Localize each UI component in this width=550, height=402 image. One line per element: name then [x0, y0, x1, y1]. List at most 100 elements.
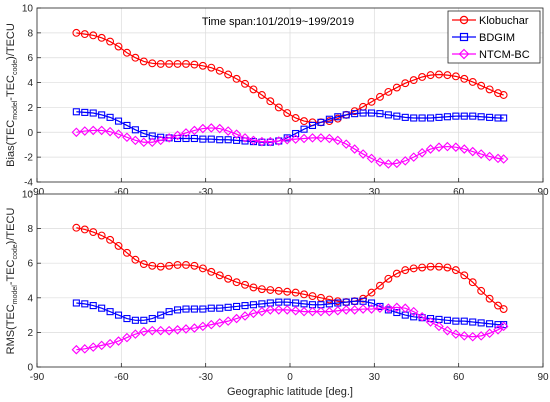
rms-x-tick-label: 90: [537, 372, 549, 383]
bias-point-klobuchar: [224, 70, 233, 79]
bias-point-bdgim: [300, 125, 308, 133]
bias-point-klobuchar: [485, 85, 494, 94]
rms-point-ntcm-bc: [122, 332, 132, 343]
rms-point-klobuchar: [266, 286, 275, 294]
rms-point-klobuchar: [325, 295, 334, 304]
bias-point-bdgim: [308, 121, 317, 129]
rms-point-klobuchar: [418, 263, 427, 272]
bias-point-bdgim: [452, 112, 460, 120]
bias-point-ntcm-bc: [122, 132, 132, 143]
bias-point-klobuchar: [477, 81, 486, 90]
bias-point-bdgim: [224, 136, 232, 144]
bias-point-klobuchar: [241, 79, 249, 88]
rms-point-ntcm-bc: [498, 321, 509, 332]
rms-point-bdgim: [393, 308, 401, 317]
rms-point-ntcm-bc: [96, 340, 107, 351]
rms-y-tick-label: 2: [27, 328, 33, 339]
bias-point-klobuchar: [499, 91, 508, 99]
rms-y-tick-label: 8: [27, 224, 33, 235]
bias-point-bdgim: [477, 113, 485, 121]
bias-point-klobuchar: [215, 66, 224, 75]
rms-point-klobuchar: [460, 271, 469, 280]
bias-x-tick-label: -90: [30, 187, 45, 198]
rms-point-bdgim: [477, 319, 485, 327]
rms-point-bdgim: [292, 299, 300, 307]
bias-point-klobuchar: [494, 89, 502, 98]
bias-point-ntcm-bc: [459, 144, 470, 154]
rms-point-klobuchar: [139, 260, 148, 269]
bias-point-ntcm-bc: [181, 128, 191, 138]
rms-x-tick-label: 60: [453, 372, 465, 383]
bias-point-ntcm-bc: [425, 144, 436, 154]
bias-point-ntcm-bc: [257, 136, 267, 147]
bias-point-ntcm-bc: [476, 149, 486, 159]
rms-point-klobuchar: [72, 223, 81, 232]
bias-point-ntcm-bc: [164, 133, 174, 143]
rms-point-klobuchar: [224, 274, 233, 283]
rms-point-bdgim: [300, 300, 308, 308]
bias-point-bdgim: [418, 114, 426, 122]
rms-point-ntcm-bc: [240, 311, 250, 321]
bias-y-tick-label: 6: [27, 53, 33, 64]
rms-point-ntcm-bc: [366, 304, 377, 314]
bias-point-klobuchar: [249, 85, 258, 94]
bias-point-ntcm-bc: [498, 154, 509, 164]
legend-entry-klobuchar: Klobuchar: [452, 15, 529, 27]
legend-entry-ntcm-bc: NTCM-BC: [452, 48, 530, 61]
bias-point-bdgim: [410, 114, 418, 122]
bias-point-bdgim: [148, 132, 156, 140]
rms-point-klobuchar: [232, 278, 241, 287]
bias-x-tick-label: -60: [114, 187, 129, 198]
bias-point-klobuchar: [114, 42, 123, 51]
bias-point-klobuchar: [80, 30, 89, 39]
rms-point-klobuchar: [190, 261, 199, 270]
bias-point-klobuchar: [207, 63, 216, 72]
rms-point-bdgim: [283, 298, 291, 306]
bias-point-klobuchar: [97, 33, 106, 42]
bias-point-bdgim: [486, 113, 494, 121]
bias-y-ticks: -4 -2 0 2 4 6 8 10: [22, 4, 41, 189]
time-span-annotation: Time span:101/2019~199/2019: [202, 16, 354, 28]
rms-point-bdgim: [342, 298, 350, 306]
rms-x-ticks: -90 -60 -30 0 30 60 90: [30, 363, 549, 383]
bias-point-klobuchar: [418, 73, 427, 81]
bias-point-ntcm-bc: [375, 157, 385, 167]
bias-point-bdgim: [98, 111, 106, 119]
rms-point-bdgim: [359, 297, 367, 305]
rms-point-ntcm-bc: [341, 305, 352, 315]
rms-point-ntcm-bc: [257, 306, 267, 317]
rms-point-klobuchar: [165, 261, 174, 270]
bias-point-bdgim: [443, 113, 451, 121]
bias-point-klobuchar: [367, 97, 376, 106]
bias-point-klobuchar: [460, 74, 469, 83]
bias-point-klobuchar: [190, 60, 199, 69]
bias-point-bdgim: [283, 134, 291, 142]
rms-point-klobuchar: [409, 264, 418, 273]
bias-line-bdgim: [76, 111, 504, 143]
rms-point-bdgim: [89, 302, 97, 310]
bias-point-ntcm-bc: [88, 125, 99, 136]
bias-point-ntcm-bc: [139, 137, 149, 148]
bias-point-ntcm-bc: [214, 123, 225, 134]
rms-point-klobuchar: [443, 263, 452, 272]
bias-point-bdgim: [342, 111, 350, 119]
rms-point-bdgim: [140, 316, 148, 324]
bias-point-bdgim: [334, 113, 342, 121]
rms-x-tick-label: -90: [30, 372, 45, 383]
bias-point-ntcm-bc: [366, 153, 377, 164]
bias-y-tick-label: -4: [24, 178, 33, 189]
rms-point-bdgim: [224, 303, 232, 311]
bias-point-bdgim: [233, 136, 241, 144]
rms-y-tick-label: 4: [27, 293, 33, 304]
bias-point-klobuchar: [451, 72, 460, 81]
rms-point-ntcm-bc: [442, 325, 453, 336]
rms-point-klobuchar: [156, 262, 165, 271]
rms-point-bdgim: [98, 304, 106, 312]
rms-point-klobuchar: [376, 281, 384, 290]
bias-point-klobuchar: [106, 37, 115, 46]
bias-point-klobuchar: [401, 79, 410, 88]
bias-y-tick-label: -2: [24, 153, 33, 164]
bias-point-ntcm-bc: [248, 135, 259, 146]
rms-point-ntcm-bc: [392, 302, 402, 313]
rms-point-klobuchar: [89, 228, 98, 237]
